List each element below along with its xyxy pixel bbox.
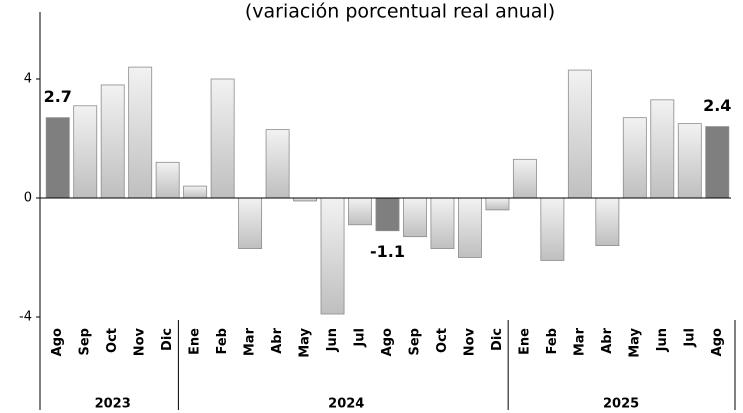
chart-subtitle: (variación porcentual real anual) (245, 1, 555, 23)
x-tick-label: Oct (435, 328, 450, 353)
group-label: 2023 (95, 397, 131, 412)
x-tick-label: May (298, 327, 313, 357)
x-tick-label: Ene (188, 328, 203, 355)
bar (375, 197, 400, 232)
bar (540, 197, 565, 261)
bar (128, 66, 153, 199)
x-tick-label: Abr (270, 327, 285, 353)
x-tick-label: Jul (682, 328, 697, 348)
x-tick-label: Jun (325, 328, 340, 352)
value-label: -1.1 (370, 242, 405, 261)
bar (45, 117, 70, 199)
y-tick-label: 4 (24, 72, 32, 87)
bar (348, 197, 372, 226)
bar (403, 197, 427, 238)
bar (457, 197, 482, 258)
x-tick-label: Sep (407, 328, 422, 356)
bar (705, 126, 730, 199)
bar (265, 129, 290, 199)
x-tick-label: Feb (215, 328, 230, 354)
group-label: 2024 (328, 397, 364, 412)
x-tick-label: Oct (105, 328, 120, 353)
bar (650, 99, 675, 199)
bar (183, 185, 208, 199)
value-label: 2.4 (703, 96, 731, 115)
bar (485, 197, 510, 211)
x-tick-label: May (627, 327, 642, 357)
bar (512, 158, 537, 199)
x-tick-label: Jul (353, 328, 368, 348)
bar (320, 197, 345, 315)
bar (677, 123, 702, 199)
bar (622, 117, 647, 199)
bar (100, 84, 125, 199)
x-tick-label: Mar (572, 327, 587, 356)
x-tick-label: Ago (710, 328, 725, 356)
x-tick-label: Sep (78, 328, 93, 356)
x-tick-label: Dic (160, 328, 175, 351)
x-tick-label: Feb (545, 328, 560, 354)
x-tick-label: Nov (133, 327, 148, 356)
x-tick-label: Abr (600, 327, 615, 353)
x-tick-label: Mar (243, 327, 258, 356)
bar (210, 78, 235, 199)
x-tick-label: Dic (490, 328, 505, 351)
group-label: 2025 (603, 397, 639, 412)
value-label: 2.7 (44, 87, 72, 106)
x-tick-label: Ago (50, 328, 65, 356)
x-tick-label: Ene (517, 328, 532, 355)
bar (430, 197, 455, 249)
bar (567, 69, 592, 199)
x-tick-label: Nov (462, 327, 477, 356)
x-tick-label: Ago (380, 328, 395, 356)
y-tick-label: -4 (19, 310, 32, 325)
x-tick-label: Jun (655, 328, 670, 352)
bar (595, 197, 620, 246)
bar (238, 197, 263, 249)
y-tick-label: 0 (24, 191, 32, 206)
bar (73, 105, 98, 199)
bar (155, 161, 180, 199)
